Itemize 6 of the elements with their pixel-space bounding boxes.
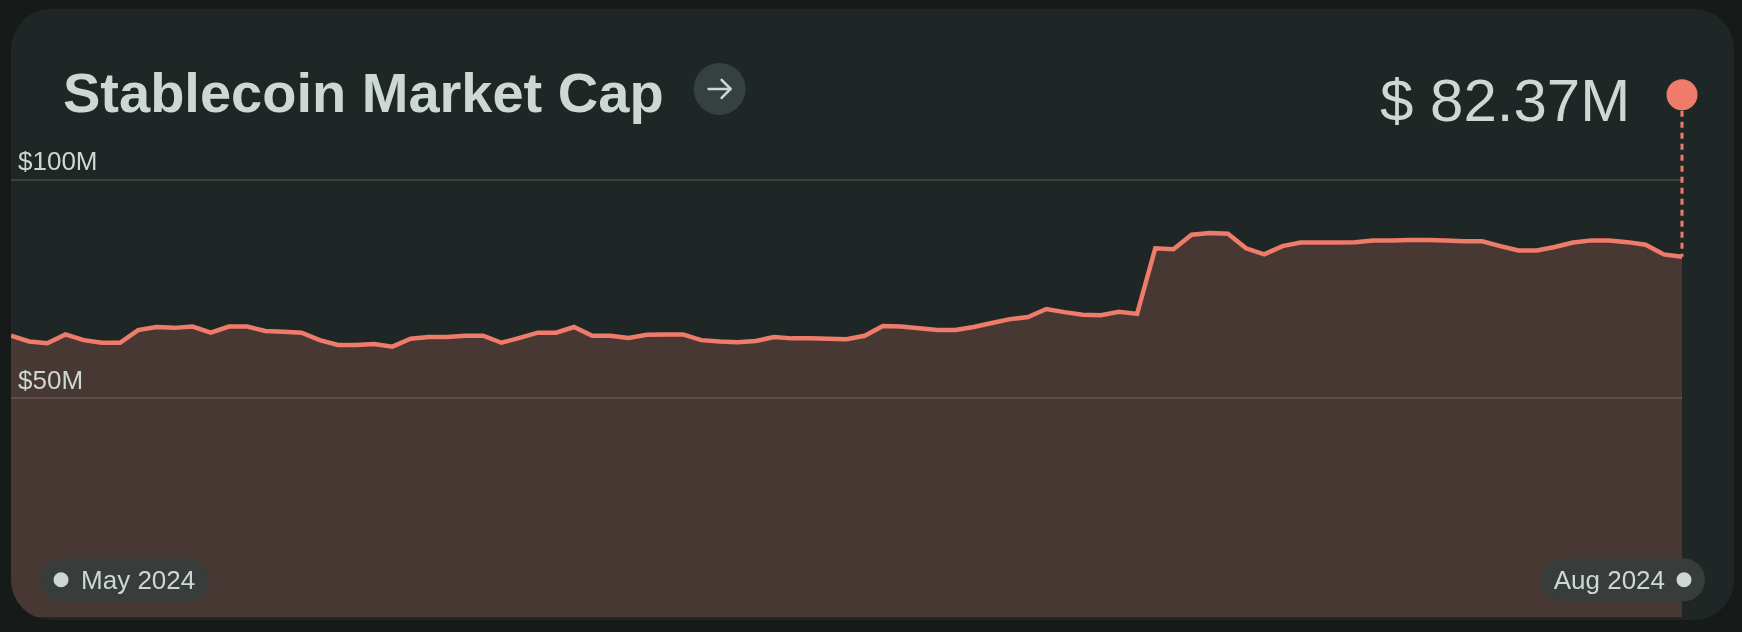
- text: Stablecoin Market Cap: [63, 60, 664, 124]
- y-tick-label: $50M: [18, 365, 84, 396]
- x-tick-label: May 2024: [81, 564, 196, 595]
- y-tick-label: $100M: [18, 146, 98, 177]
- annotation: $ 82.37M: [1380, 67, 1631, 134]
- x-tick-label: Aug 2024: [1553, 564, 1666, 595]
